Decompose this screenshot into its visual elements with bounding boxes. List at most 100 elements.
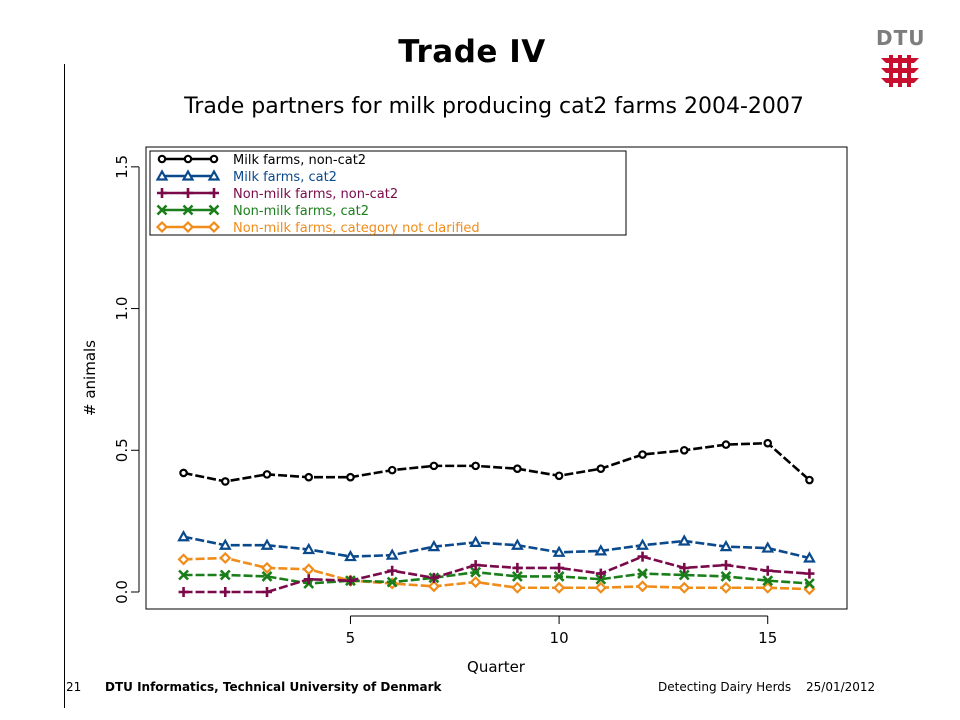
legend-label: Non-milk farms, cat2 xyxy=(233,204,369,219)
data-point xyxy=(805,475,814,485)
dtu-logo: DTU xyxy=(876,26,924,92)
legend-label: Non-milk farms, category not clarified xyxy=(233,221,480,236)
data-point xyxy=(177,553,190,566)
data-point xyxy=(761,541,775,553)
data-point xyxy=(385,548,399,560)
data-point xyxy=(345,575,356,586)
data-point xyxy=(344,549,357,562)
data-point xyxy=(209,154,219,164)
legend-label: Milk farms, non-cat2 xyxy=(233,153,366,168)
data-point xyxy=(262,586,273,597)
footer-page-number: 21 xyxy=(66,680,82,694)
data-point xyxy=(763,438,773,448)
data-point xyxy=(719,539,733,552)
footer-presentation-title: Detecting Dairy Herds xyxy=(658,680,792,694)
data-point xyxy=(427,539,441,552)
legend-label: Milk farms, cat2 xyxy=(233,170,337,185)
data-point xyxy=(302,542,316,555)
data-point xyxy=(721,440,731,449)
data-point xyxy=(387,465,397,475)
data-point xyxy=(207,220,221,234)
data-point xyxy=(679,562,690,573)
data-point xyxy=(511,570,523,582)
data-point xyxy=(512,562,523,573)
left-divider xyxy=(64,64,65,708)
data-point xyxy=(428,572,439,583)
series-line xyxy=(183,441,811,483)
series-line xyxy=(183,570,810,585)
legend-entry: Non-milk farms, category not clarified xyxy=(155,220,480,236)
data-point xyxy=(804,578,815,589)
data-point xyxy=(218,538,232,550)
data-point xyxy=(470,560,481,571)
data-point xyxy=(386,576,398,588)
data-point xyxy=(553,581,566,594)
data-point xyxy=(470,566,482,578)
data-point xyxy=(636,580,649,593)
y-tick-label: 0.5 xyxy=(113,438,131,462)
data-point xyxy=(511,581,524,594)
data-point xyxy=(553,570,565,582)
data-point xyxy=(595,568,606,579)
data-point xyxy=(679,445,689,455)
data-point xyxy=(208,204,220,216)
data-point xyxy=(678,569,690,581)
data-point xyxy=(303,574,314,585)
data-point xyxy=(207,169,221,181)
series-circle xyxy=(179,438,814,486)
series-line xyxy=(183,535,810,560)
data-point xyxy=(155,220,169,234)
legend-entry: Non-milk farms, non-cat2 xyxy=(157,187,398,202)
legend-entry: Milk farms, non-cat2 xyxy=(157,153,366,168)
slide-title: Trade IV xyxy=(398,34,546,70)
data-point xyxy=(510,538,524,550)
data-point xyxy=(220,586,231,597)
data-point xyxy=(157,188,167,198)
data-point xyxy=(260,538,274,550)
data-point xyxy=(637,568,648,579)
data-point xyxy=(761,581,774,594)
data-point xyxy=(803,551,816,563)
series-plus xyxy=(178,551,815,597)
footer-date: 25/01/2012 xyxy=(806,680,876,694)
data-point xyxy=(429,461,439,471)
series-line xyxy=(183,556,810,591)
data-point xyxy=(677,534,691,546)
legend-entry: Non-milk farms, cat2 xyxy=(156,204,369,219)
data-point xyxy=(209,188,219,198)
axes: 5 10 15 0.0 0.5 1.0 1.5 xyxy=(113,155,777,647)
data-point xyxy=(762,575,774,587)
data-point xyxy=(181,220,195,234)
data-point xyxy=(219,551,232,565)
data-point xyxy=(220,477,230,486)
data-point xyxy=(596,464,606,473)
data-point xyxy=(183,154,193,164)
data-point xyxy=(179,468,188,478)
data-point xyxy=(595,573,607,585)
legend-entry: Milk farms, cat2 xyxy=(155,169,337,185)
series-layer xyxy=(177,438,816,597)
data-point xyxy=(762,565,773,576)
data-point xyxy=(720,560,731,571)
data-point xyxy=(261,570,273,582)
data-point xyxy=(177,529,190,542)
data-point xyxy=(346,472,355,482)
data-point xyxy=(182,204,194,216)
data-point xyxy=(637,551,648,562)
data-point xyxy=(183,188,193,198)
legend-label: Non-milk farms, non-cat2 xyxy=(233,187,398,202)
data-point xyxy=(304,472,314,482)
y-tick-label: 1.5 xyxy=(113,155,131,179)
data-point xyxy=(552,545,566,557)
data-point xyxy=(719,581,733,594)
data-point xyxy=(554,471,564,481)
dtu-emblem-icon xyxy=(881,55,919,87)
x-axis-label: Quarter xyxy=(467,658,526,676)
data-point xyxy=(157,154,167,164)
data-point xyxy=(427,580,440,593)
data-point xyxy=(594,544,608,556)
data-point xyxy=(804,568,815,579)
data-point xyxy=(155,169,169,181)
data-point xyxy=(471,461,480,471)
data-point xyxy=(262,470,272,479)
